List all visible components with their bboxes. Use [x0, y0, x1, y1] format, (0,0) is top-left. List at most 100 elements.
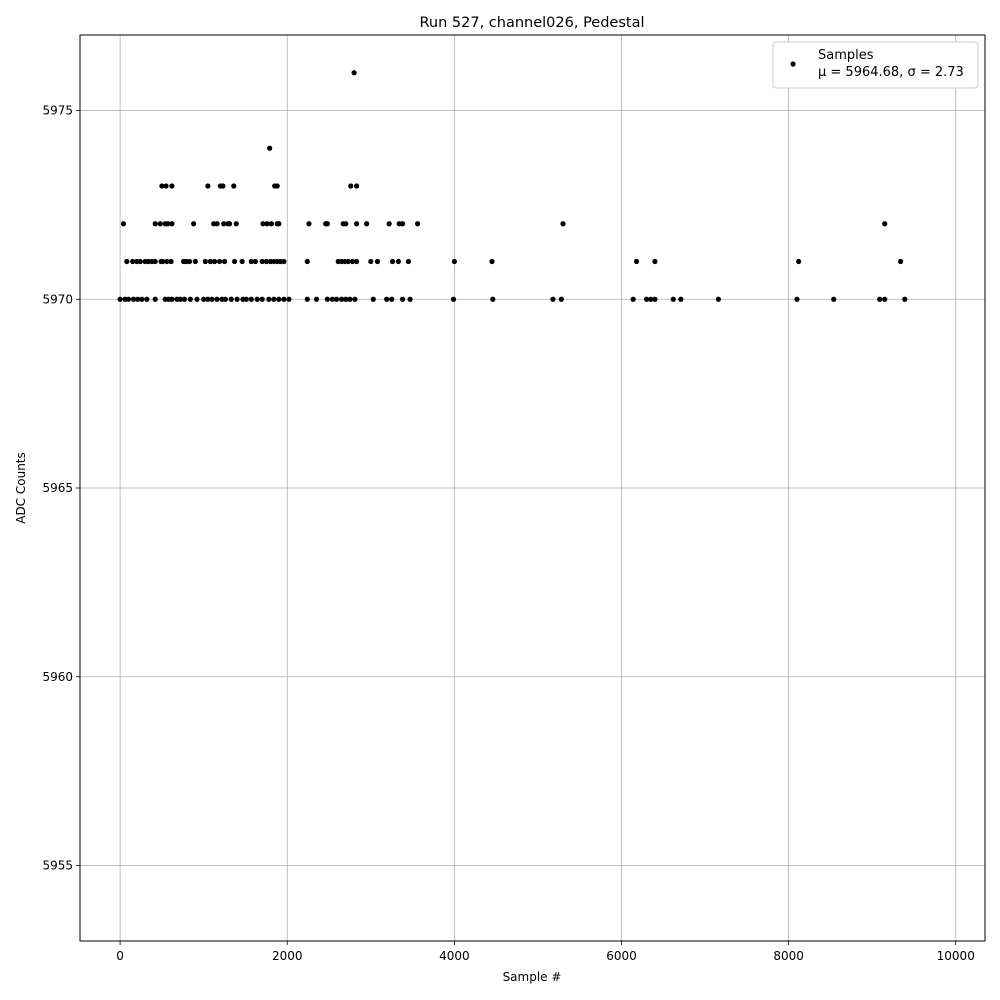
- data-point: [211, 258, 218, 265]
- data-point: [274, 183, 280, 189]
- data-point: [877, 296, 883, 302]
- data-point: [177, 296, 183, 302]
- data-point: [276, 221, 282, 227]
- data-point: [248, 296, 254, 302]
- data-point: [281, 258, 287, 265]
- x-tick-label: 6000: [606, 949, 637, 963]
- x-tick-label: 8000: [773, 949, 804, 963]
- x-axis: 0 2000 4000 6000 8000 10000: [116, 941, 975, 963]
- data-point: [490, 296, 496, 302]
- data-point: [214, 221, 220, 227]
- data-point: [343, 221, 349, 227]
- data-point: [347, 296, 353, 302]
- x-tick-label: 0: [116, 949, 124, 963]
- data-point: [187, 296, 193, 302]
- data-point: [324, 296, 330, 302]
- data-point: [233, 221, 239, 227]
- data-point: [216, 258, 223, 265]
- data-point: [165, 221, 171, 227]
- data-point: [207, 258, 213, 265]
- data-point: [276, 296, 282, 302]
- data-point: [191, 221, 197, 227]
- data-point: [139, 296, 145, 302]
- data-point: [343, 296, 349, 302]
- data-point: [192, 258, 198, 265]
- data-point: [163, 183, 169, 189]
- data-point: [399, 221, 406, 227]
- data-point: [243, 296, 249, 302]
- data-point: [137, 258, 143, 265]
- data-point: [205, 296, 211, 302]
- data-point: [364, 221, 370, 227]
- data-point: [304, 296, 310, 302]
- data-point: [882, 221, 888, 227]
- data-point: [201, 296, 207, 302]
- data-point: [281, 296, 287, 302]
- data-point: [271, 296, 277, 302]
- data-point: [902, 296, 908, 302]
- data-point: [168, 258, 174, 265]
- data-point: [678, 296, 684, 302]
- x-tick-label: 2000: [272, 949, 303, 963]
- data-point: [202, 258, 208, 265]
- data-point: [221, 221, 227, 227]
- x-tick-label: 10000: [937, 949, 975, 963]
- data-point: [164, 258, 170, 265]
- y-tick-label: 5965: [42, 481, 73, 495]
- data-point: [259, 258, 265, 265]
- data-point: [157, 221, 163, 227]
- data-point: [670, 296, 676, 302]
- legend: Samples μ = 5964.68, σ = 2.73: [772, 41, 979, 89]
- y-tick-label: 5970: [42, 292, 73, 306]
- data-point: [152, 258, 158, 265]
- data-point: [306, 221, 312, 227]
- data-point: [228, 296, 234, 302]
- data-point: [354, 221, 360, 227]
- data-point: [130, 258, 136, 265]
- data-point: [117, 296, 123, 302]
- data-point: [370, 296, 376, 302]
- chart-title: Run 527, channel026, Pedestal: [419, 15, 644, 31]
- data-point: [399, 296, 406, 302]
- data-point: [239, 258, 245, 265]
- data-point: [260, 221, 266, 227]
- data-point: [313, 296, 320, 302]
- data-point: [648, 296, 654, 302]
- data-point: [125, 296, 132, 302]
- data-point: [304, 258, 310, 265]
- data-point: [345, 258, 351, 265]
- data-point: [226, 221, 233, 227]
- data-points: [117, 70, 908, 302]
- data-point: [181, 296, 188, 302]
- data-point: [169, 183, 175, 189]
- data-point: [333, 296, 340, 302]
- data-point: [159, 183, 165, 189]
- data-point: [796, 258, 802, 265]
- data-point: [259, 296, 265, 302]
- data-point: [169, 296, 175, 302]
- legend-marker: [790, 61, 796, 67]
- data-point: [254, 296, 260, 302]
- data-point: [252, 258, 259, 265]
- data-point: [405, 258, 412, 265]
- data-point: [354, 183, 360, 189]
- data-point: [558, 296, 564, 302]
- data-point: [268, 221, 274, 227]
- data-point: [348, 183, 354, 189]
- y-tick-label: 5960: [42, 670, 73, 684]
- data-point: [329, 296, 335, 302]
- data-point: [389, 296, 395, 302]
- data-point: [643, 296, 650, 302]
- data-point: [324, 221, 330, 227]
- data-point: [221, 258, 228, 265]
- data-point: [286, 296, 292, 302]
- data-point: [384, 296, 390, 302]
- data-point: [263, 258, 269, 265]
- data-point: [550, 296, 556, 302]
- data-point: [144, 296, 150, 302]
- data-point: [220, 183, 226, 189]
- data-point: [152, 221, 158, 227]
- data-point: [831, 296, 837, 302]
